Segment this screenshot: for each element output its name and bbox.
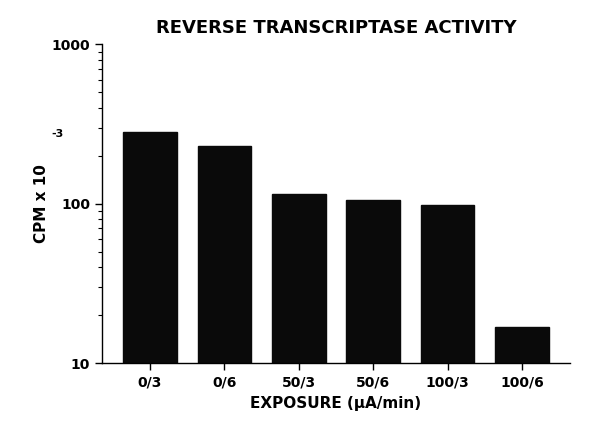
Text: CPM x 10: CPM x 10 — [34, 164, 49, 243]
Bar — [346, 200, 400, 443]
Bar — [123, 132, 177, 443]
Bar — [421, 205, 475, 443]
Bar — [495, 326, 549, 443]
Text: -3: -3 — [52, 128, 64, 139]
X-axis label: EXPOSURE (μA/min): EXPOSURE (μA/min) — [250, 396, 422, 411]
Title: REVERSE TRANSCRIPTASE ACTIVITY: REVERSE TRANSCRIPTASE ACTIVITY — [155, 19, 517, 37]
Bar — [272, 194, 326, 443]
Bar — [197, 146, 251, 443]
